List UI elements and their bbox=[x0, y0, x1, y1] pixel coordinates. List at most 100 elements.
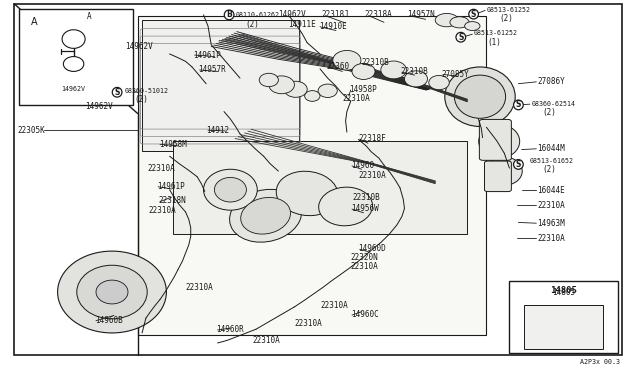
Ellipse shape bbox=[454, 75, 506, 118]
Text: 14963M: 14963M bbox=[538, 219, 565, 228]
Ellipse shape bbox=[333, 51, 361, 70]
Text: (2): (2) bbox=[499, 14, 513, 23]
Text: S: S bbox=[516, 160, 521, 169]
Text: 08110-61262: 08110-61262 bbox=[236, 12, 280, 18]
Text: 27086Y: 27086Y bbox=[538, 77, 565, 86]
Ellipse shape bbox=[465, 22, 480, 31]
Text: 22310B: 22310B bbox=[401, 67, 428, 76]
Text: 22310A: 22310A bbox=[253, 336, 280, 345]
Bar bbox=[509, 281, 618, 353]
Text: 14958P: 14958P bbox=[349, 85, 377, 94]
Text: 08360-51012: 08360-51012 bbox=[125, 88, 169, 94]
Text: 16044M: 16044M bbox=[538, 144, 565, 153]
Ellipse shape bbox=[241, 198, 291, 234]
Ellipse shape bbox=[259, 73, 278, 87]
Text: 14962V: 14962V bbox=[125, 42, 153, 51]
Ellipse shape bbox=[77, 265, 147, 319]
Ellipse shape bbox=[468, 9, 479, 19]
Ellipse shape bbox=[204, 169, 257, 210]
Text: 14960R: 14960R bbox=[216, 326, 244, 334]
Text: 22310A: 22310A bbox=[147, 164, 175, 173]
Text: A: A bbox=[87, 12, 92, 21]
Text: B: B bbox=[227, 10, 232, 19]
Text: 22310A: 22310A bbox=[538, 201, 565, 210]
Ellipse shape bbox=[513, 160, 524, 169]
Text: 14910E: 14910E bbox=[319, 22, 346, 31]
Ellipse shape bbox=[112, 87, 122, 97]
Text: 22310B: 22310B bbox=[361, 58, 388, 67]
Ellipse shape bbox=[450, 17, 469, 28]
Text: 14957N: 14957N bbox=[407, 10, 435, 19]
Text: 22318F: 22318F bbox=[358, 134, 386, 143]
Text: A2P3x 00.3: A2P3x 00.3 bbox=[580, 359, 620, 365]
Text: 22318A: 22318A bbox=[365, 10, 392, 19]
Text: S: S bbox=[115, 88, 120, 97]
Ellipse shape bbox=[224, 10, 234, 20]
Text: S: S bbox=[516, 100, 521, 109]
Text: 08360-62514: 08360-62514 bbox=[531, 101, 575, 107]
Ellipse shape bbox=[318, 84, 337, 97]
Text: 22310A: 22310A bbox=[342, 94, 370, 103]
Ellipse shape bbox=[96, 280, 128, 304]
Text: 14961P: 14961P bbox=[157, 182, 184, 190]
Text: (2): (2) bbox=[245, 20, 259, 29]
Text: 22310A: 22310A bbox=[538, 234, 565, 243]
Text: 22310A: 22310A bbox=[320, 301, 348, 310]
Text: 08513-61252: 08513-61252 bbox=[486, 7, 531, 13]
Text: (2): (2) bbox=[543, 108, 557, 117]
Ellipse shape bbox=[276, 171, 338, 216]
Ellipse shape bbox=[429, 76, 449, 90]
Text: (2): (2) bbox=[543, 165, 557, 174]
Text: 22310A: 22310A bbox=[294, 319, 322, 328]
Text: 22305K: 22305K bbox=[18, 126, 45, 135]
Text: 14958M: 14958M bbox=[159, 140, 186, 149]
Text: 14960: 14960 bbox=[351, 161, 374, 170]
Ellipse shape bbox=[214, 177, 246, 202]
Text: 16044E: 16044E bbox=[538, 186, 565, 195]
Text: 22310A: 22310A bbox=[358, 171, 386, 180]
Text: 22310B: 22310B bbox=[352, 193, 380, 202]
Ellipse shape bbox=[269, 76, 294, 94]
Text: (1): (1) bbox=[488, 38, 502, 46]
Text: 14962V: 14962V bbox=[278, 10, 306, 19]
Ellipse shape bbox=[319, 187, 372, 226]
Bar bbox=[138, 16, 486, 335]
Ellipse shape bbox=[445, 67, 515, 126]
Ellipse shape bbox=[513, 100, 524, 110]
Text: 08513-61652: 08513-61652 bbox=[530, 158, 574, 164]
Ellipse shape bbox=[486, 157, 522, 185]
Ellipse shape bbox=[63, 57, 84, 71]
Ellipse shape bbox=[58, 251, 166, 333]
Text: 14912: 14912 bbox=[206, 126, 229, 135]
Ellipse shape bbox=[404, 71, 428, 87]
Text: 14962V: 14962V bbox=[61, 86, 86, 92]
Text: 14961P: 14961P bbox=[193, 51, 221, 60]
Bar bbox=[524, 305, 603, 349]
Ellipse shape bbox=[284, 81, 307, 97]
Ellipse shape bbox=[305, 91, 320, 101]
FancyBboxPatch shape bbox=[479, 119, 511, 160]
Text: 22360: 22360 bbox=[326, 62, 349, 71]
Text: 14960D: 14960D bbox=[358, 244, 386, 253]
Text: 14805: 14805 bbox=[550, 286, 577, 295]
Ellipse shape bbox=[381, 61, 406, 79]
Ellipse shape bbox=[435, 13, 458, 27]
Ellipse shape bbox=[62, 30, 85, 48]
Text: 14960B: 14960B bbox=[95, 316, 122, 325]
Text: 22310A: 22310A bbox=[351, 262, 378, 271]
Text: 14960C: 14960C bbox=[351, 310, 378, 319]
Text: 22320N: 22320N bbox=[351, 253, 378, 262]
Ellipse shape bbox=[456, 32, 466, 42]
Text: 14962V: 14962V bbox=[85, 102, 113, 110]
FancyBboxPatch shape bbox=[484, 161, 511, 192]
Text: 22318J: 22318J bbox=[321, 10, 349, 19]
Bar bbox=[173, 141, 467, 234]
Text: 27085Y: 27085Y bbox=[442, 70, 469, 79]
Text: 08513-61252: 08513-61252 bbox=[474, 31, 518, 36]
Bar bbox=[19, 9, 133, 105]
Ellipse shape bbox=[479, 125, 520, 158]
Text: (2): (2) bbox=[134, 95, 148, 104]
Text: 22318N: 22318N bbox=[159, 196, 186, 205]
Ellipse shape bbox=[352, 63, 375, 80]
Text: 22310A: 22310A bbox=[186, 283, 213, 292]
